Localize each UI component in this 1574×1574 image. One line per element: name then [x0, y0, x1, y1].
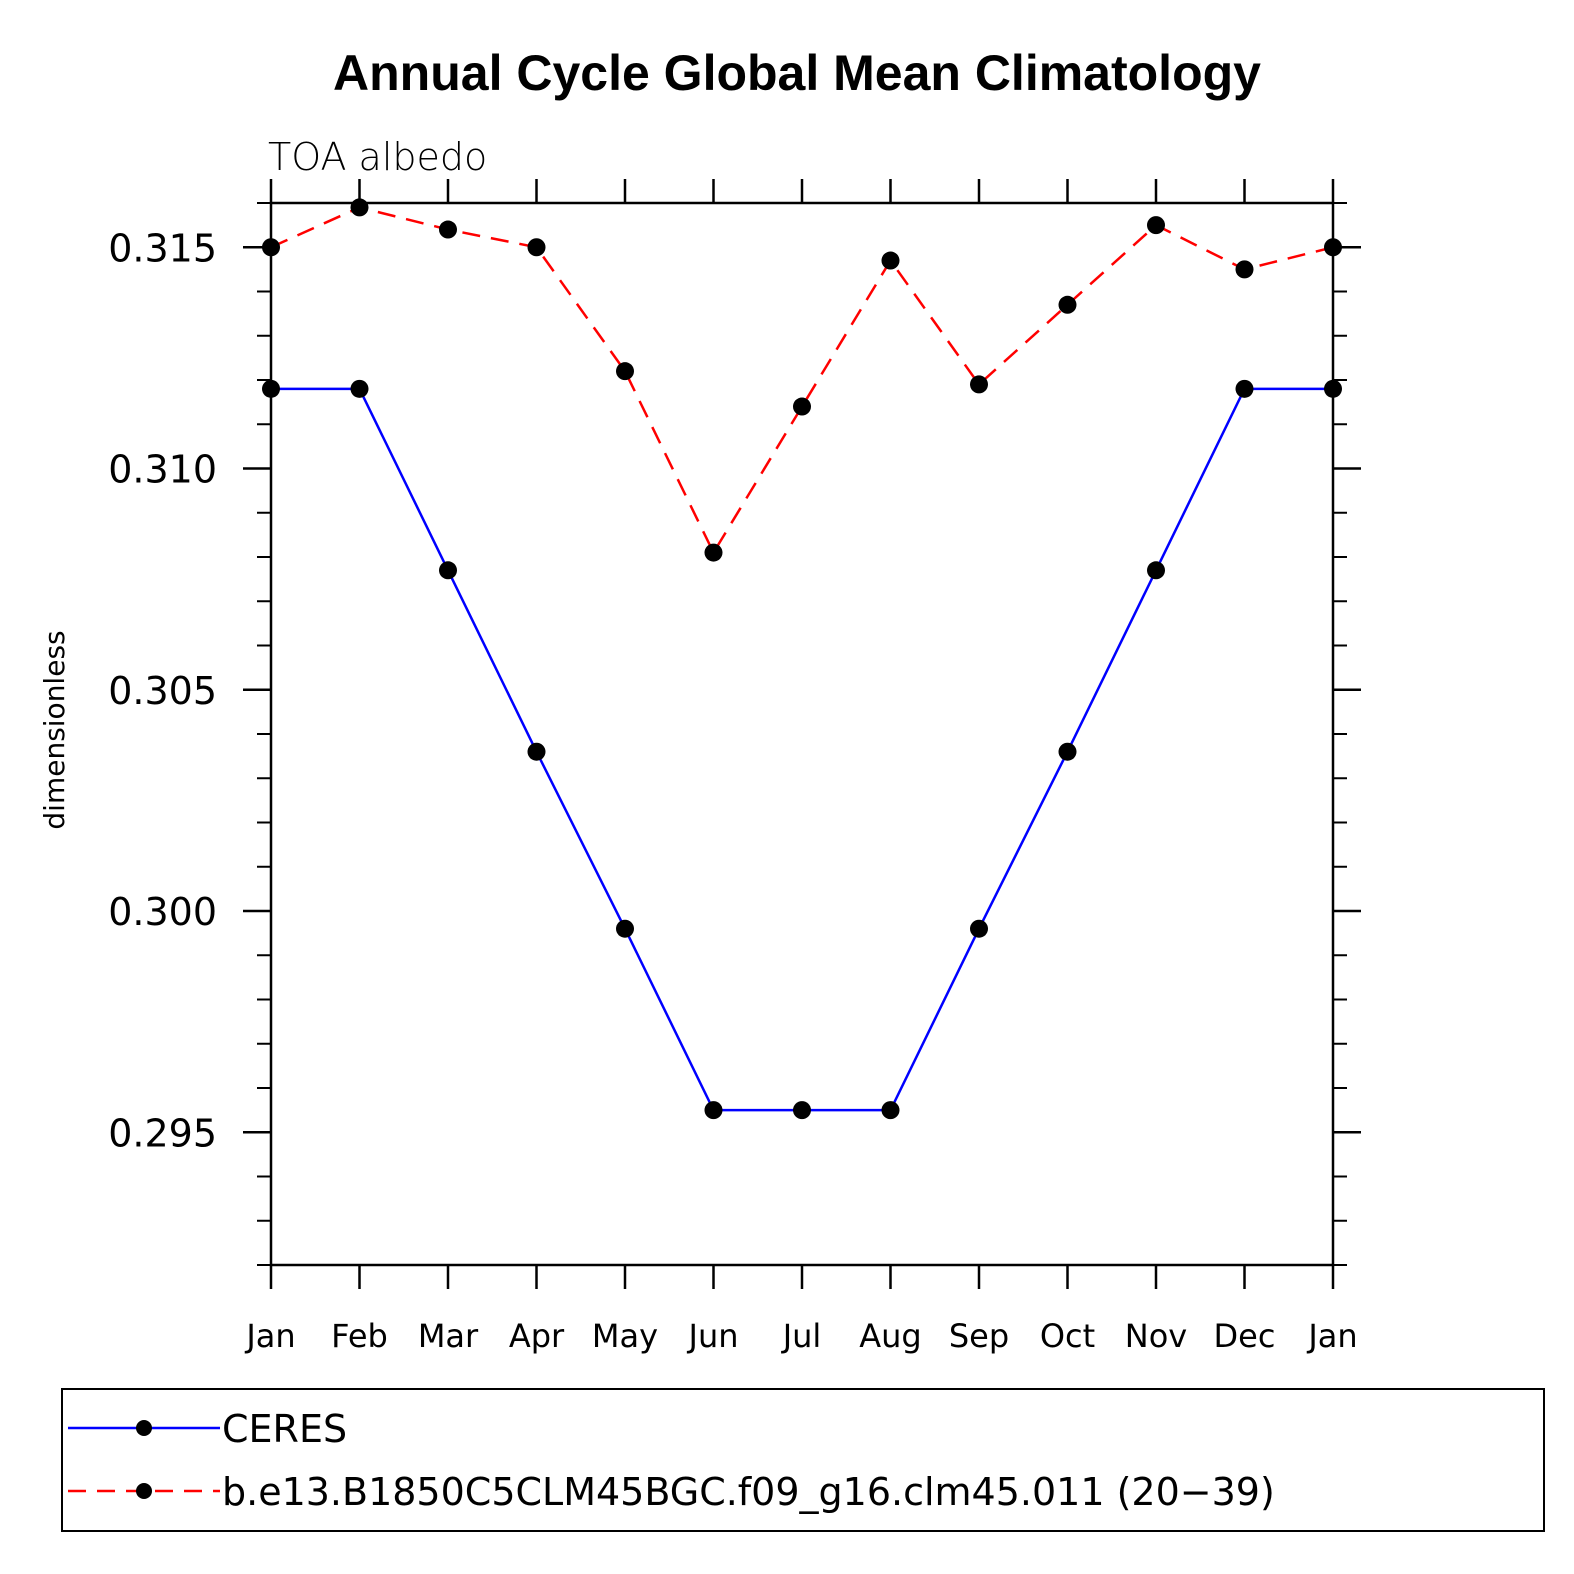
x-tick-label: Oct: [1040, 1317, 1095, 1355]
axis-ticks: [243, 179, 1361, 1289]
x-tick-label: Jan: [1306, 1317, 1357, 1355]
series-1-point: [1147, 216, 1165, 235]
series-line-1: [270, 206, 1334, 556]
series-1-point: [1324, 238, 1342, 257]
y-tick-label: 0.295: [108, 1111, 217, 1155]
series-1-point: [616, 362, 634, 381]
series-0-point: [881, 1101, 900, 1120]
series-1-point: [881, 251, 900, 270]
series-0-point: [439, 561, 457, 580]
x-tick-label: Jun: [687, 1317, 739, 1355]
series-1-point: [970, 375, 988, 394]
y-tick-label: 0.310: [108, 448, 217, 492]
series-line-0: [271, 387, 1333, 1112]
series-0-point: [527, 742, 546, 761]
series-1-point: [793, 397, 811, 416]
series-points: [262, 198, 1342, 1120]
x-tick-label: Apr: [509, 1317, 565, 1355]
x-tick-label: Sep: [949, 1317, 1009, 1355]
series-1-point: [704, 543, 723, 562]
series-1-point: [1058, 295, 1077, 314]
x-tick-label: Feb: [331, 1317, 388, 1355]
series-0-point: [616, 919, 634, 938]
series-0-point: [793, 1101, 811, 1120]
series-0-point: [704, 1101, 723, 1120]
legend-label-model: b.e13.B1850C5CLM45BGC.f09_g16.clm45.011 …: [222, 1470, 1275, 1514]
series-0-point: [1324, 379, 1342, 398]
y-tick-label: 0.305: [108, 669, 217, 713]
legend-marker-model: [136, 1483, 152, 1499]
legend: CERES b.e13.B1850C5CLM45BGC.f09_g16.clm4…: [61, 1388, 1545, 1532]
series-0-point: [262, 379, 280, 398]
x-tick-label: Jul: [781, 1317, 822, 1355]
series-0-point: [970, 919, 988, 938]
x-tick-label: Nov: [1125, 1317, 1187, 1355]
series-0-point: [1058, 742, 1077, 761]
series-1-point: [439, 220, 457, 239]
y-tick-label: 0.300: [108, 890, 217, 934]
x-tick-labels: Jan Feb Mar Apr May Jun Jul Aug Sep Oct Nov Dec Jan: [244, 1317, 1357, 1355]
series-1-point: [1235, 260, 1254, 279]
x-tick-label: Dec: [1214, 1317, 1276, 1355]
legend-marker-ceres: [136, 1420, 152, 1436]
series-1-point: [527, 238, 546, 257]
y-tick-label: 0.315: [108, 226, 217, 270]
series-1-point: [262, 238, 280, 257]
series-lines: [270, 206, 1334, 1112]
legend-box: [61, 1388, 1545, 1532]
series-0-point: [1147, 561, 1165, 580]
legend-label-ceres: CERES: [222, 1407, 347, 1451]
chart-subtitle: TOA albedo: [268, 135, 487, 179]
series-0-point: [350, 379, 369, 398]
x-tick-label: Mar: [418, 1317, 479, 1355]
series-1-point: [350, 198, 369, 217]
x-tick-label: Jan: [244, 1317, 295, 1355]
chart-title: Annual Cycle Global Mean Climatology: [333, 45, 1261, 101]
x-tick-label: May: [592, 1317, 658, 1355]
y-axis-label: dimensionless: [38, 630, 71, 829]
series-0-point: [1235, 379, 1254, 398]
y-tick-labels: 0.295 0.300 0.305 0.310 0.315: [108, 226, 217, 1155]
x-tick-label: Aug: [859, 1317, 921, 1355]
